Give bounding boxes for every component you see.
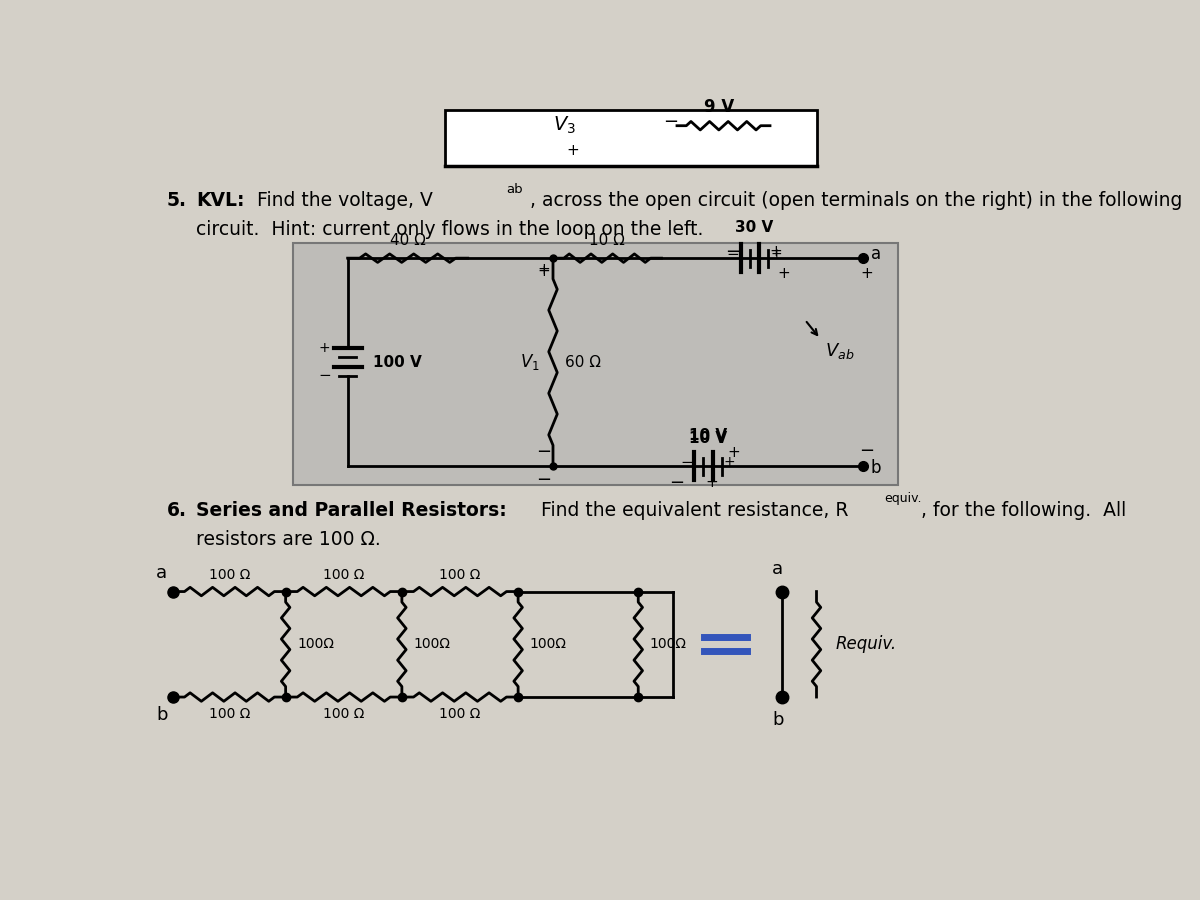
Text: 100 Ω: 100 Ω bbox=[439, 568, 481, 581]
Text: Series and Parallel Resistors:: Series and Parallel Resistors: bbox=[197, 500, 508, 519]
Text: b: b bbox=[156, 706, 167, 724]
Text: 5.: 5. bbox=[167, 191, 187, 211]
Text: circuit.  Hint: current only flows in the loop on the left.: circuit. Hint: current only flows in the… bbox=[197, 220, 704, 239]
Text: +: + bbox=[770, 245, 782, 259]
Text: +: + bbox=[538, 264, 550, 279]
Text: 30 V: 30 V bbox=[736, 220, 774, 235]
Text: +: + bbox=[770, 248, 782, 261]
Text: 10 V: 10 V bbox=[689, 428, 727, 443]
Text: 10 Ω: 10 Ω bbox=[589, 233, 625, 248]
Text: 40 Ω: 40 Ω bbox=[390, 233, 426, 248]
Text: +: + bbox=[778, 266, 791, 281]
Text: a: a bbox=[772, 560, 784, 578]
Text: 100 Ω: 100 Ω bbox=[323, 707, 365, 721]
Text: , for the following.  All: , for the following. All bbox=[922, 500, 1127, 519]
Text: +: + bbox=[724, 455, 736, 469]
Text: $V_1$: $V_1$ bbox=[520, 352, 540, 372]
Text: +: + bbox=[538, 262, 550, 277]
Text: KVL:: KVL: bbox=[197, 191, 245, 211]
FancyBboxPatch shape bbox=[444, 111, 816, 166]
Text: −: − bbox=[859, 442, 875, 460]
Text: , across the open circuit (open terminals on the right) in the following: , across the open circuit (open terminal… bbox=[529, 191, 1182, 211]
Text: ab: ab bbox=[506, 183, 523, 196]
Text: 100 Ω: 100 Ω bbox=[323, 568, 365, 581]
Text: Find the voltage, V: Find the voltage, V bbox=[257, 191, 433, 211]
Text: 10 V: 10 V bbox=[689, 431, 727, 446]
Text: −: − bbox=[664, 112, 678, 130]
Text: 6.: 6. bbox=[167, 500, 187, 519]
Text: 100Ω: 100Ω bbox=[414, 637, 450, 652]
Text: −: − bbox=[725, 243, 740, 261]
Text: 9 V: 9 V bbox=[704, 98, 734, 116]
Text: 100Ω: 100Ω bbox=[298, 637, 335, 652]
Text: 60 Ω: 60 Ω bbox=[565, 355, 601, 370]
Text: +: + bbox=[566, 143, 578, 157]
Text: −: − bbox=[318, 368, 331, 383]
Text: Requiv.: Requiv. bbox=[836, 635, 898, 653]
Text: a: a bbox=[156, 564, 167, 582]
Text: 100 Ω: 100 Ω bbox=[209, 568, 250, 581]
Text: −: − bbox=[536, 471, 551, 489]
Text: $V_3$: $V_3$ bbox=[553, 115, 576, 137]
Text: 100Ω: 100Ω bbox=[529, 637, 566, 652]
Text: +: + bbox=[727, 445, 740, 460]
Text: −: − bbox=[536, 443, 551, 461]
Text: equiv.: equiv. bbox=[884, 491, 923, 505]
Text: b: b bbox=[871, 459, 881, 477]
Text: −: − bbox=[726, 247, 739, 262]
Text: 100 V: 100 V bbox=[373, 355, 422, 370]
FancyBboxPatch shape bbox=[293, 243, 898, 485]
Text: +: + bbox=[860, 266, 874, 281]
Text: −: − bbox=[680, 454, 692, 470]
Text: 100 Ω: 100 Ω bbox=[439, 707, 481, 721]
Text: Find the equivalent resistance, R: Find the equivalent resistance, R bbox=[541, 500, 848, 519]
Text: −: − bbox=[670, 474, 684, 492]
Text: a: a bbox=[871, 246, 881, 264]
Text: 100Ω: 100Ω bbox=[650, 637, 686, 652]
Text: +: + bbox=[318, 341, 330, 356]
Text: 100 Ω: 100 Ω bbox=[209, 707, 250, 721]
Text: $V_{ab}$: $V_{ab}$ bbox=[826, 340, 854, 361]
Text: +: + bbox=[706, 475, 719, 491]
Text: b: b bbox=[772, 711, 784, 729]
Text: resistors are 100 Ω.: resistors are 100 Ω. bbox=[197, 530, 382, 549]
